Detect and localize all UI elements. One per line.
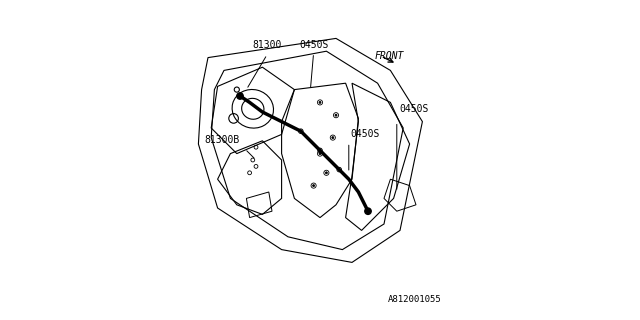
Text: 0450S: 0450S — [299, 40, 328, 50]
Circle shape — [313, 185, 315, 187]
Circle shape — [319, 153, 321, 155]
Text: 0450S: 0450S — [399, 104, 429, 114]
Text: 81300B: 81300B — [204, 135, 239, 145]
Text: A812001055: A812001055 — [388, 295, 442, 304]
Circle shape — [335, 114, 337, 116]
Text: 81300: 81300 — [253, 40, 282, 50]
Text: FRONT: FRONT — [375, 51, 404, 61]
Circle shape — [319, 101, 321, 103]
Circle shape — [326, 172, 327, 174]
Text: 0450S: 0450S — [351, 129, 380, 139]
Circle shape — [237, 93, 243, 99]
Circle shape — [365, 208, 371, 214]
Circle shape — [332, 137, 334, 139]
